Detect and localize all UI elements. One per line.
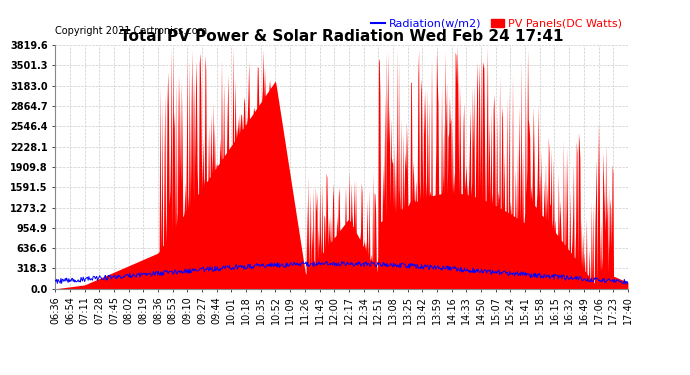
Legend: Radiation(w/m2), PV Panels(DC Watts): Radiation(w/m2), PV Panels(DC Watts): [371, 19, 622, 29]
Text: Copyright 2021 Cartronics.com: Copyright 2021 Cartronics.com: [55, 26, 207, 36]
Title: Total PV Power & Solar Radiation Wed Feb 24 17:41: Total PV Power & Solar Radiation Wed Feb…: [120, 29, 563, 44]
